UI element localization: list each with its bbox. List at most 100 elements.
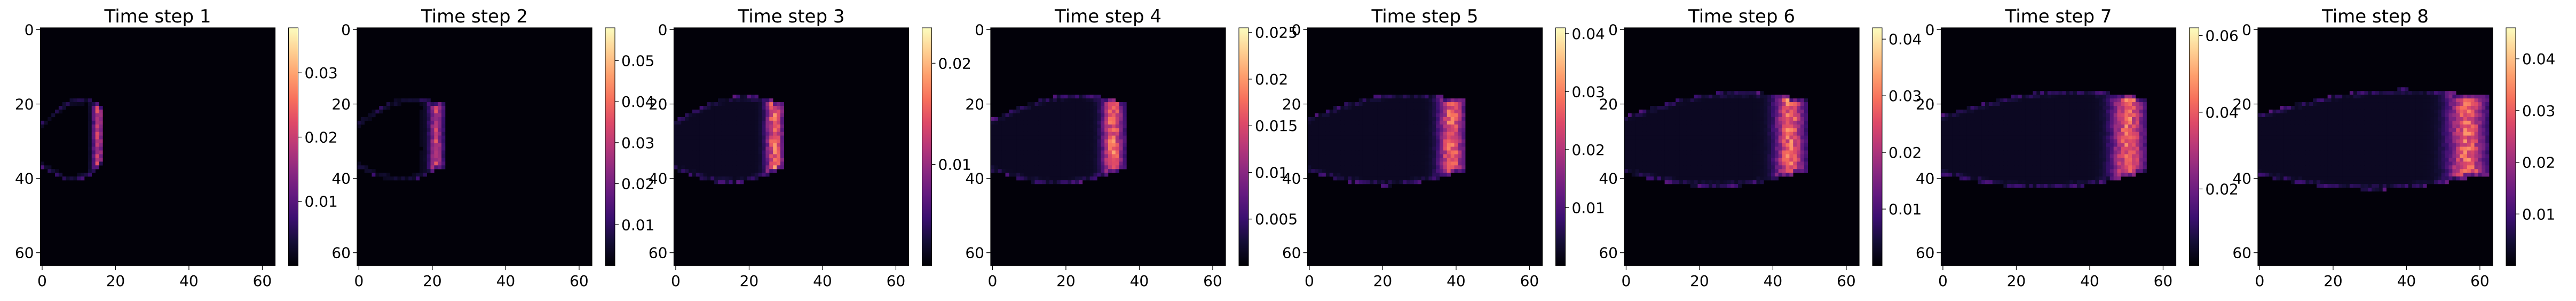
heatmap-cells [991,95,1127,184]
colorbar-tick-label: 0.04 [1888,30,1922,48]
panel-title: Time step 6 [1688,6,1795,27]
plot-frame [1307,27,1543,266]
x-tick-label: 60 [1837,272,1856,290]
y-tick-label: 40 [1916,170,1935,188]
y-tick-label: 40 [15,170,34,188]
x-tick-label: 40 [1130,272,1149,290]
y-tick-label: 0 [1925,21,1935,38]
y-tick-label: 20 [1282,96,1301,113]
y-tick-label: 0 [658,21,668,38]
y-tick-label: 20 [2232,96,2251,113]
colorbar-tick-label: 0.01 [305,193,338,211]
heatmap-background [357,28,592,266]
x-tick-label: 0 [671,272,681,290]
colorbar-tick-label: 0.02 [2206,180,2239,198]
colorbar-tick-label: 0.005 [1255,211,1298,228]
plot-frame [1940,27,2177,266]
panel-title: Time step 2 [421,6,528,27]
x-tick-label: 40 [1447,272,1466,290]
colorbar [922,27,932,266]
x-tick-label: 0 [1305,272,1314,290]
colorbar-tick-label: 0.04 [2206,104,2239,121]
x-tick-label: 0 [1622,272,1631,290]
colorbar-tick-label: 0.01 [1255,164,1288,181]
colorbar-tick-label: 0.03 [1572,83,1605,101]
plot-frame [2257,27,2493,266]
plot-frame [1624,27,1860,266]
heatmap-cells [40,98,103,181]
colorbar-tick-label: 0.01 [621,216,654,234]
y-tick-label: 20 [965,96,984,113]
colorbar-tick-label: 0.02 [938,55,971,72]
colorbar-tick-label: 0.02 [1888,144,1922,161]
heatmap-cells [2258,87,2490,192]
x-tick-label: 20 [423,272,442,290]
panel-title: Time step 8 [2321,6,2429,27]
colorbar-tick-label: 0.05 [621,52,654,70]
plot-frame [673,27,910,266]
x-tick-label: 60 [570,272,589,290]
y-tick-label: 60 [1916,244,1935,262]
panel-8: Time step 80 20 40 6002040600.010.020.030.0… [2232,6,2555,290]
colorbar [605,27,615,266]
y-tick-label: 0 [1608,21,1618,38]
y-tick-label: 0 [25,21,34,38]
plot-frame [39,27,276,266]
colorbar [1555,27,1566,266]
colorbar-tick-label: 0.02 [1255,71,1288,88]
colorbar-tick-label: 0.01 [1572,199,1605,217]
colorbar-tick-label: 0.03 [1888,87,1922,105]
colorbar-tick-label: 0.015 [1255,117,1298,135]
y-tick-label: 40 [1282,170,1301,188]
panel-title: Time step 4 [1054,6,1161,27]
colorbar [1872,27,1883,266]
plot-frame [357,27,592,266]
colorbar-tick-label: 0.04 [621,93,654,111]
panel-title: Time step 3 [738,6,845,27]
y-tick-label: 60 [649,244,668,262]
y-tick-label: 20 [15,96,34,113]
x-tick-label: 40 [496,272,516,290]
colorbar [1238,27,1249,266]
y-tick-label: 20 [331,96,351,113]
x-tick-label: 20 [1690,272,1709,290]
x-tick-label: 20 [740,272,759,290]
colorbar [288,27,298,266]
x-tick-label: 60 [2470,272,2490,290]
y-tick-label: 40 [649,170,668,188]
colorbar-tick-label: 0.02 [2522,154,2555,172]
colorbar-tick-label: 0.025 [1255,24,1298,42]
heatmap-cells [357,98,446,181]
y-tick-label: 60 [965,244,984,262]
panel-title: Time step 7 [2005,6,2112,27]
heatmap-cells [1941,91,2147,188]
y-tick-label: 40 [331,170,351,188]
panel-6: Time step 60 20 40 6002040600.010.020.030.0… [1599,6,1922,290]
y-tick-label: 20 [649,96,668,113]
x-tick-label: 60 [887,272,906,290]
y-tick-label: 0 [341,21,351,38]
x-tick-label: 20 [1373,272,1393,290]
y-tick-label: 0 [975,21,984,38]
colorbar-tick-label: 0.01 [1888,200,1922,218]
panel-2: Time step 20 20 40 6002040600.010.020.030.0… [331,6,654,290]
heatmap-cells [1307,95,1466,188]
y-tick-label: 0 [1292,21,1301,38]
y-tick-label: 40 [1599,170,1618,188]
x-tick-label: 0 [354,272,364,290]
y-tick-label: 20 [1599,96,1618,113]
x-tick-label: 0 [37,272,47,290]
x-tick-label: 20 [2324,272,2343,290]
heatmap-cells [1624,91,1808,188]
colorbar-tick-label: 0.01 [2522,205,2555,223]
plot-frame [990,27,1226,266]
y-tick-label: 20 [1916,96,1935,113]
x-tick-label: 0 [988,272,998,290]
x-tick-label: 40 [1764,272,1783,290]
x-tick-label: 40 [179,272,199,290]
x-tick-label: 60 [1520,272,1539,290]
x-tick-label: 20 [106,272,125,290]
colorbar-tick-label: 0.03 [621,134,654,152]
colorbar-tick-label: 0.02 [1572,141,1605,159]
